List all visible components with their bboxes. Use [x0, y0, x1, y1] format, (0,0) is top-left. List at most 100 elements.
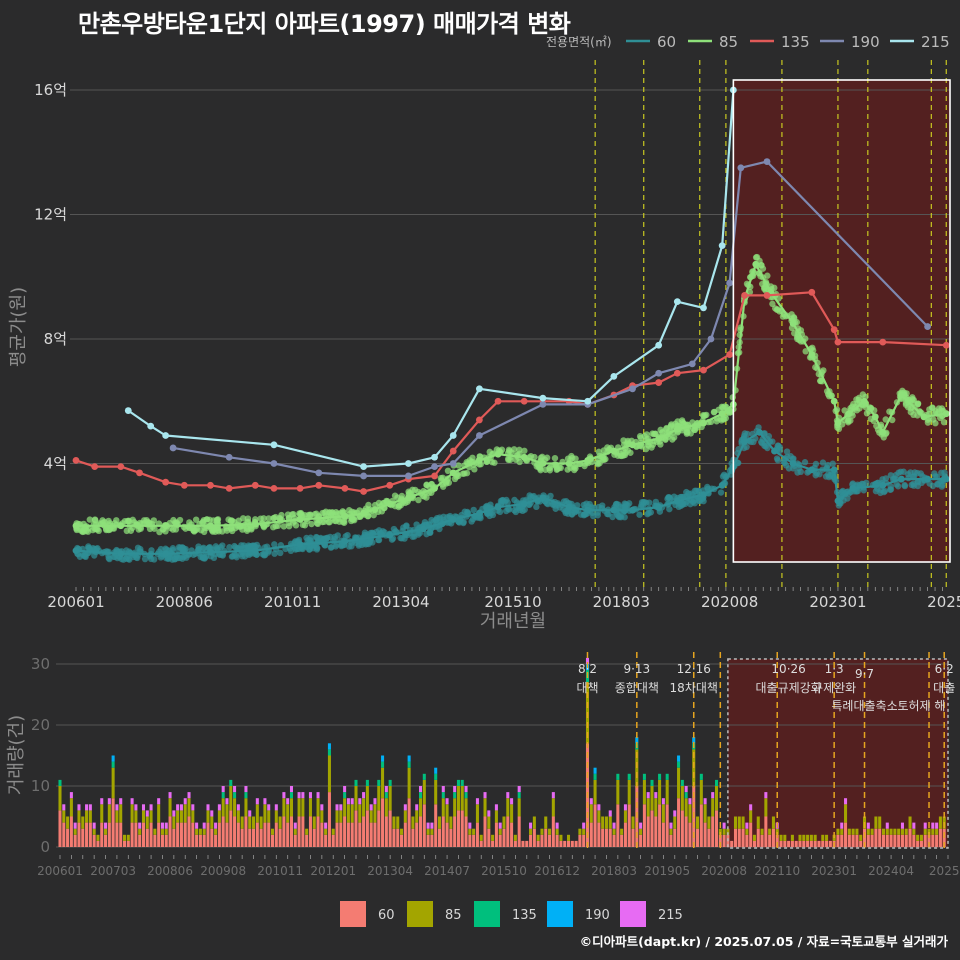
data-point: [551, 454, 559, 462]
bar-85: [415, 810, 419, 823]
bar-85: [77, 810, 81, 823]
bar-60: [730, 840, 734, 847]
bar-60: [324, 834, 328, 847]
data-point: [120, 556, 127, 563]
bar-215: [69, 792, 73, 799]
x-axis-title: 거래년월: [480, 611, 546, 632]
data-point: [519, 507, 526, 515]
bar-85: [270, 828, 275, 835]
bar-60: [904, 834, 908, 847]
annotation-label: 대출규제강화: [755, 681, 821, 695]
bar-60: [449, 828, 453, 847]
bar-85: [426, 828, 430, 835]
data-point: [228, 553, 236, 560]
data-point: [225, 485, 233, 492]
bar-60: [935, 834, 939, 847]
data-point: [647, 509, 655, 516]
data-point: [755, 424, 762, 431]
data-point: [900, 468, 907, 475]
data-point: [431, 453, 438, 461]
bar-85: [589, 804, 593, 823]
data-point: [520, 453, 528, 461]
data-point: [324, 534, 331, 541]
bar-85: [707, 816, 711, 829]
bar-85: [840, 828, 844, 835]
data-point: [920, 413, 928, 421]
bar-215: [703, 798, 707, 805]
bar-60: [58, 810, 62, 847]
data-point: [901, 482, 909, 490]
data-point: [689, 419, 696, 426]
data-point: [839, 487, 847, 495]
bar-60: [430, 834, 434, 847]
bar-60: [677, 798, 681, 847]
data-point: [898, 391, 905, 399]
bar-60: [548, 834, 552, 847]
bar-60: [881, 834, 886, 847]
bar-60: [373, 822, 377, 847]
data-point: [834, 419, 842, 427]
bar-85: [403, 810, 407, 823]
data-point: [565, 460, 573, 467]
bar-215: [289, 786, 294, 793]
bar-60: [521, 840, 525, 847]
bar-60: [593, 804, 597, 847]
data-point: [747, 438, 755, 446]
bar-85: [661, 804, 665, 823]
bar-85: [176, 810, 180, 823]
data-point: [133, 554, 140, 561]
data-point: [802, 348, 809, 355]
bar-60: [574, 840, 578, 847]
bar-60: [66, 828, 70, 847]
bar-85: [335, 810, 339, 823]
bar-60: [631, 828, 635, 847]
data-point: [620, 452, 627, 459]
data-point: [596, 460, 603, 467]
bar-60: [475, 822, 479, 847]
bar-60: [802, 840, 806, 847]
data-point: [521, 447, 528, 454]
bar-60: [779, 840, 783, 847]
bar-85: [267, 810, 271, 823]
data-point: [655, 341, 663, 349]
legend-label-135: 135: [781, 33, 810, 51]
data-point: [717, 489, 725, 496]
bar-85: [806, 834, 810, 841]
data-point: [907, 408, 915, 416]
data-point: [759, 265, 767, 272]
data-point: [629, 506, 636, 514]
legend-label-190: 190: [851, 33, 880, 51]
bar-85: [217, 810, 221, 823]
bar-85: [627, 779, 631, 805]
bar-85: [749, 810, 753, 823]
bar-60: [836, 834, 840, 847]
data-point: [296, 516, 304, 523]
bar-215: [840, 822, 844, 829]
bar-85: [464, 798, 468, 817]
bar-85: [225, 804, 229, 823]
bar-85: [494, 810, 498, 823]
data-point: [225, 453, 233, 461]
data-point: [192, 516, 200, 523]
bar-135: [365, 779, 369, 786]
data-point: [475, 432, 483, 439]
bar-85: [172, 816, 176, 829]
bar-215: [119, 798, 123, 805]
bar-85: [703, 804, 707, 823]
bar-85: [752, 834, 756, 841]
bar-60: [411, 828, 415, 847]
data-point: [137, 525, 144, 532]
bar-60: [198, 834, 202, 847]
data-point: [364, 531, 372, 538]
x-tick-label: 201201: [310, 864, 356, 878]
bar-85: [236, 810, 240, 823]
bar-60: [494, 822, 498, 847]
bar-85: [771, 816, 775, 829]
bar-215: [62, 804, 66, 811]
data-point: [125, 518, 132, 525]
annotation-label: 종합대책: [615, 680, 659, 695]
data-point: [629, 385, 636, 393]
data-point: [461, 470, 468, 477]
annotation-label: 규제완화: [812, 681, 856, 695]
y-tick-label: 30: [31, 655, 50, 673]
